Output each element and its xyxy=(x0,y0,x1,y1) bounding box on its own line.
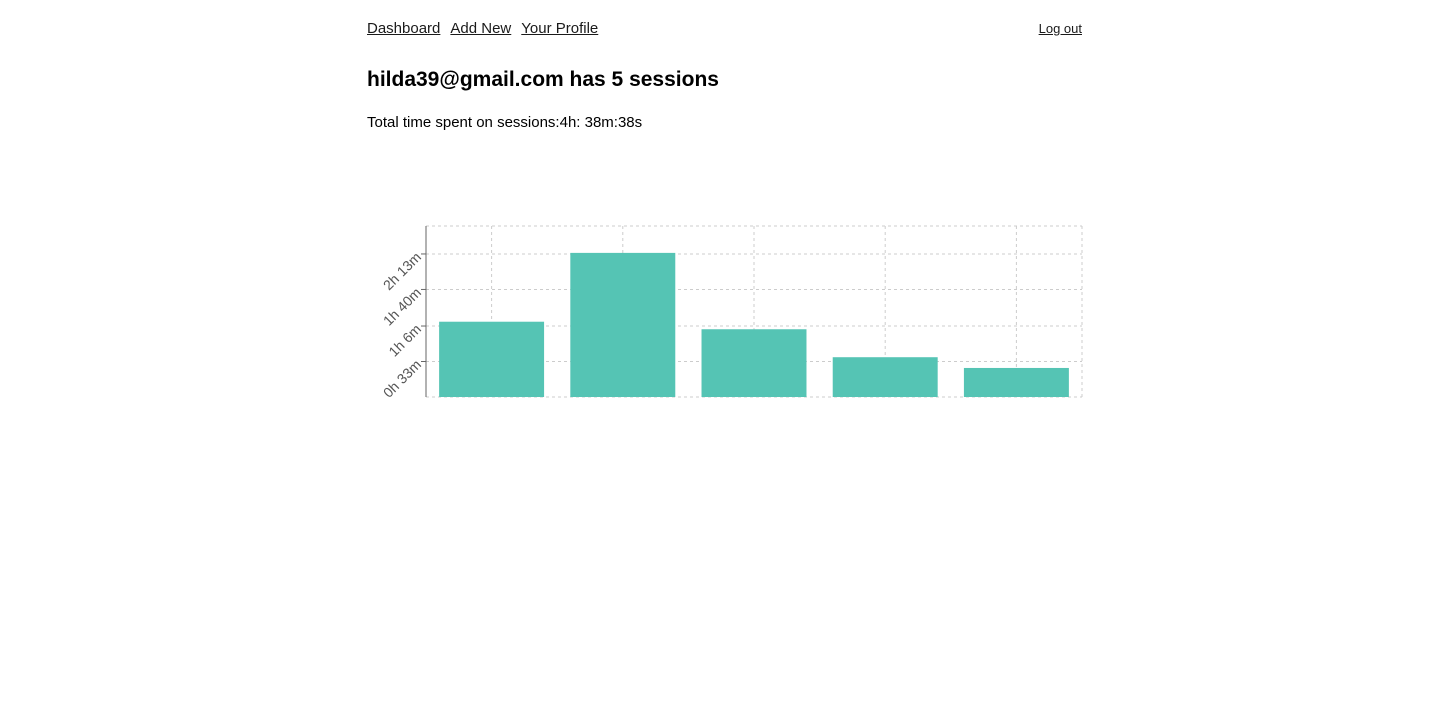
nav-links: Dashboard Add New Your Profile xyxy=(367,20,598,37)
chart-axis xyxy=(421,226,427,397)
chart-bar-1 xyxy=(439,321,545,397)
y-tick-label: 1h 40m xyxy=(380,284,424,328)
chart-bar-5 xyxy=(963,367,1069,397)
nav-link-dashboard[interactable]: Dashboard xyxy=(367,20,441,37)
nav-link-add-new[interactable]: Add New xyxy=(450,20,512,37)
y-tick-label: 2h 13m xyxy=(380,249,424,293)
chart-bar-3 xyxy=(701,329,807,397)
total-time-text: Total time spent on sessions:4h: 38m:38s xyxy=(367,114,643,131)
logout-link[interactable]: Log out xyxy=(1038,21,1082,36)
chart-bar-4 xyxy=(832,357,938,397)
top-nav: Dashboard Add New Your Profile Log out xyxy=(367,20,1082,42)
chart-bars xyxy=(439,252,1069,397)
nav-link-your-profile[interactable]: Your Profile xyxy=(521,20,599,37)
page-title: hilda39@gmail.com has 5 sessions xyxy=(367,68,719,91)
chart-bar-2 xyxy=(570,252,676,397)
y-tick-label: 0h 33m xyxy=(380,356,424,400)
nav-right: Log out xyxy=(1039,21,1082,36)
